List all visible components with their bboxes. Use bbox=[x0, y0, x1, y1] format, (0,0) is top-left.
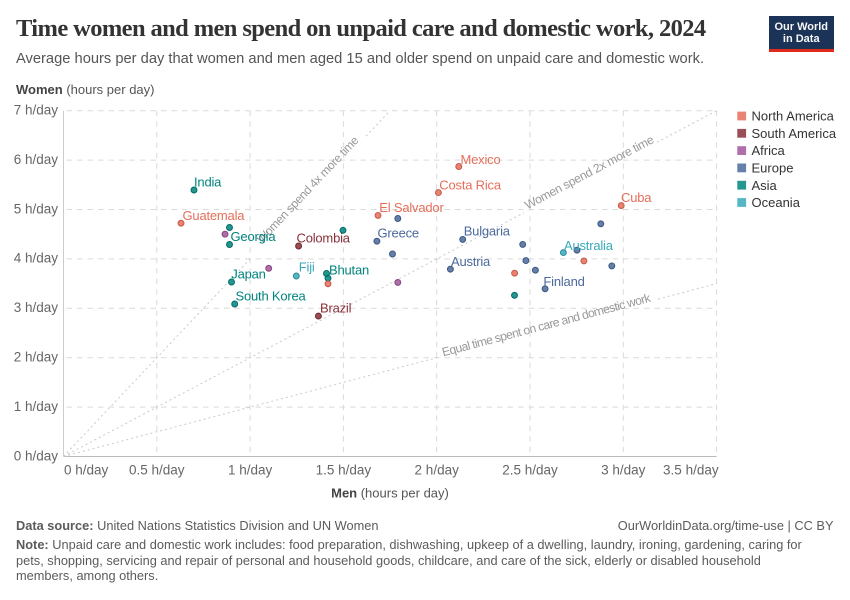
svg-text:Asia: Asia bbox=[752, 178, 778, 193]
svg-text:Men (hours per day): Men (hours per day) bbox=[331, 486, 449, 501]
svg-text:Bhutan: Bhutan bbox=[329, 262, 369, 277]
svg-text:Georgia: Georgia bbox=[231, 229, 277, 244]
svg-text:3 h/day: 3 h/day bbox=[14, 300, 59, 315]
svg-text:2.5 h/day: 2.5 h/day bbox=[502, 463, 558, 478]
svg-text:Austria: Austria bbox=[451, 254, 491, 269]
svg-text:Brazil: Brazil bbox=[320, 301, 352, 316]
svg-text:1 h/day: 1 h/day bbox=[14, 399, 59, 414]
svg-text:6 h/day: 6 h/day bbox=[14, 152, 59, 167]
svg-text:Mexico: Mexico bbox=[461, 152, 501, 167]
svg-text:El Salvador: El Salvador bbox=[379, 200, 444, 215]
svg-text:South America: South America bbox=[752, 126, 837, 141]
svg-text:Japan: Japan bbox=[231, 266, 265, 281]
svg-text:Greece: Greece bbox=[378, 225, 419, 240]
svg-text:Oceania: Oceania bbox=[752, 195, 801, 210]
svg-text:Colombia: Colombia bbox=[297, 231, 351, 246]
svg-text:2 h/day: 2 h/day bbox=[14, 350, 59, 365]
svg-text:Guatemala: Guatemala bbox=[183, 208, 246, 223]
svg-text:North America: North America bbox=[752, 109, 835, 124]
svg-text:1 h/day: 1 h/day bbox=[228, 463, 273, 478]
svg-text:Australia: Australia bbox=[564, 238, 614, 253]
svg-text:0 h/day: 0 h/day bbox=[14, 448, 59, 463]
svg-text:Equal time spent on care and d: Equal time spent on care and domestic wo… bbox=[440, 291, 653, 360]
svg-text:South Korea: South Korea bbox=[236, 289, 307, 304]
svg-text:3.5 h/day: 3.5 h/day bbox=[663, 463, 719, 478]
svg-text:Africa: Africa bbox=[752, 143, 786, 158]
svg-text:Europe: Europe bbox=[752, 161, 794, 176]
svg-text:Bulgaria: Bulgaria bbox=[464, 223, 511, 238]
svg-text:5 h/day: 5 h/day bbox=[14, 201, 59, 216]
svg-text:0 h/day: 0 h/day bbox=[64, 463, 109, 478]
svg-text:4 h/day: 4 h/day bbox=[14, 251, 59, 266]
svg-text:2 h/day: 2 h/day bbox=[415, 463, 460, 478]
svg-text:1.5 h/day: 1.5 h/day bbox=[316, 463, 372, 478]
svg-text:Cuba: Cuba bbox=[621, 190, 652, 205]
svg-text:Costa Rica: Costa Rica bbox=[439, 177, 502, 192]
svg-text:3 h/day: 3 h/day bbox=[601, 463, 646, 478]
svg-text:7 h/day: 7 h/day bbox=[14, 103, 59, 118]
svg-text:Finland: Finland bbox=[543, 274, 584, 289]
svg-text:Fiji: Fiji bbox=[299, 260, 315, 275]
svg-text:India: India bbox=[194, 175, 222, 190]
svg-text:0.5 h/day: 0.5 h/day bbox=[129, 463, 185, 478]
